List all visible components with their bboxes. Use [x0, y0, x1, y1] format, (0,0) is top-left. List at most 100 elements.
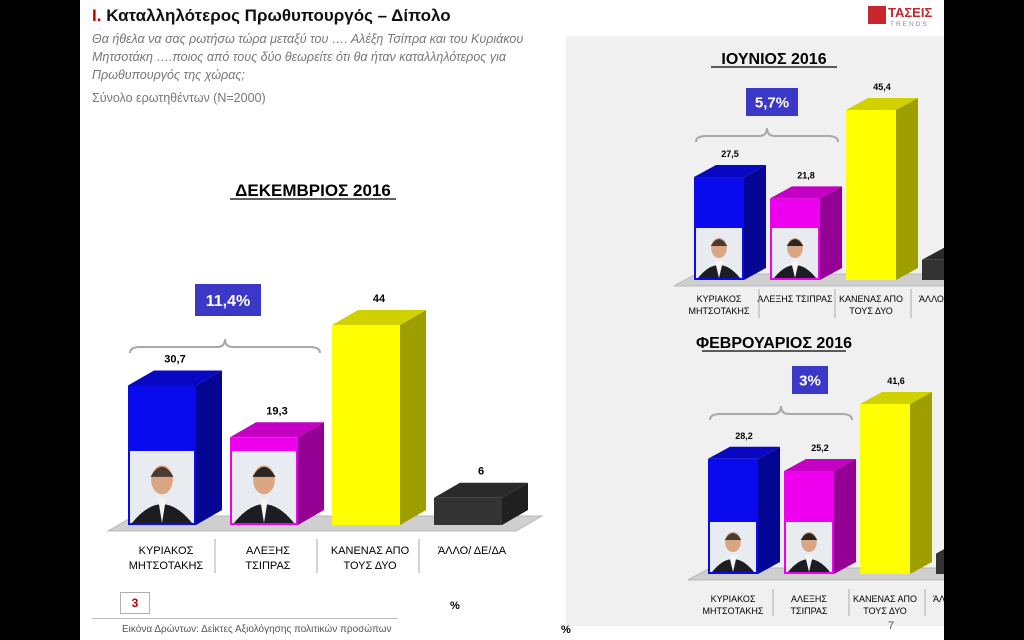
category-line: ΑΛΕΞΗΣ: [791, 594, 827, 604]
data-label: 28,2: [735, 431, 753, 441]
category-label: ΚΥΡΙΑΚΟΣ ΜΗΤΣΟΤΑΚΗΣ: [689, 294, 750, 316]
bar-side: [744, 165, 766, 280]
data-label: 6: [478, 466, 484, 478]
survey-question: Θα ήθελα να σας ρωτήσω τώρα μεταξύ του ……: [92, 32, 524, 82]
tasis-logo: ΤΑΣΕΙΣ TRENDS: [868, 4, 932, 32]
gap-label: 11,4%: [206, 293, 250, 310]
gap-label: 3%: [799, 372, 821, 389]
chart-february-2016: ΦΕΒΡΟΥΑΡΙΟΣ 2016 28,2 ΚΥΡΙΑΚΟΣ ΜΗΤΣΟΤΑΚΗΣ 25…: [687, 335, 944, 616]
percent-sign-left: %: [450, 600, 460, 612]
category-line: ΜΗΤΣΟΤΑΚΗΣ: [703, 606, 764, 616]
mitsotakis-photo-icon: [696, 228, 742, 278]
chart-title: ΦΕΒΡΟΥΑΡΙΟΣ 2016: [696, 335, 852, 352]
chart-title: ΙΟΥΝΙΟΣ 2016: [721, 51, 826, 68]
bar-none: [860, 392, 932, 574]
gap-label: 5,7%: [755, 94, 789, 111]
gap-box: [195, 284, 261, 316]
mitsotakis-photo-icon: [130, 451, 194, 523]
data-label: 44: [373, 293, 386, 305]
percent-sign-bottom: %: [561, 624, 571, 636]
category-label: ΑΛΕΞΗΣ ΤΣΙΠΡΑΣ: [245, 545, 290, 572]
category-line: ΆΛΛΟ/ ΔΕ/ΔΑ: [919, 294, 944, 304]
category-line: ΚΥΡΙΑΚΟΣ: [697, 294, 742, 304]
data-label: 19,3: [266, 405, 287, 417]
sample-base: Σύνολο ερωτηθέντων (N=2000): [92, 91, 266, 105]
slide: I. Καταλληλότερος Πρωθυπουργός – Δίπολο …: [80, 0, 944, 640]
category-line: ΤΟΥΣ ΔΥΟ: [863, 606, 906, 616]
bar-top: [708, 446, 780, 459]
tsipras-photo-icon: [232, 451, 296, 523]
chart-june-2016: ΙΟΥΝΙΟΣ 2016 27,5 ΚΥΡΙΑΚΟΣ ΜΗΤΣΟΤΑΚΗΣ 21,8 ΑΛ…: [673, 51, 944, 318]
source-note: Εικόνα Δρώντων: Δείκτες Αξιολόγησης πολι…: [122, 624, 392, 635]
data-label: 27,5: [721, 149, 739, 159]
bar-front: [846, 110, 896, 280]
category-line: ΚΥΡΙΑΚΟΣ: [711, 594, 756, 604]
category-line: ΚΑΝΕΝΑΣ ΑΠΟ: [331, 545, 410, 557]
chart-floor: [106, 515, 544, 532]
bar-other: [434, 482, 528, 525]
bar-side: [298, 422, 324, 525]
bar-side: [896, 98, 918, 280]
category-line: ΆΛΛΟ/ ΔΕ/ΔΑ: [933, 594, 944, 604]
bar-none: [332, 310, 426, 525]
category-line: ΚΑΝΕΝΑΣ ΑΠΟ: [853, 594, 917, 604]
bar-front: [860, 404, 910, 574]
category-line: ΜΗΤΣΟΤΑΚΗΣ: [129, 560, 204, 572]
bar-side: [820, 186, 842, 280]
chart-december-2016: ΔΕΚΕΜΒΡΙΟΣ 2016 30,7 ΚΥΡΙΑΚΟΣ ΜΗΤΣΟΤΑΚΗΣ 19,…: [106, 181, 544, 573]
gap-box: [792, 366, 828, 394]
bar-side: [196, 370, 222, 525]
gap-brace: [709, 405, 853, 421]
bar-top: [784, 459, 856, 472]
category-label: ΚΑΝΕΝΑΣ ΑΠΟ ΤΟΥΣ ΔΥΟ: [331, 545, 410, 572]
bar-top: [128, 370, 222, 386]
category-label: ΆΛΛΟ/ ΔΕ/ΔΑ: [933, 594, 944, 604]
category-line: ΤΟΥΣ ΔΥΟ: [849, 306, 892, 316]
category-label: ΚΥΡΙΑΚΟΣ ΜΗΤΣΟΤΑΚΗΣ: [129, 545, 204, 572]
data-label: 45,4: [873, 82, 891, 92]
gap-brace: [129, 338, 321, 354]
bar-top: [694, 165, 766, 178]
bar-top: [860, 392, 932, 404]
category-line: ΆΛΛΟ/ ΔΕ/ΔΑ: [438, 545, 507, 557]
bar-front: [332, 325, 400, 525]
title-text: Καταλληλότερος Πρωθυπουργός – Δίπολο: [106, 6, 451, 25]
bar-front: [922, 259, 944, 280]
gap-brace: [695, 127, 839, 143]
category-line: ΚΑΝΕΝΑΣ ΑΠΟ: [839, 294, 903, 304]
category-label: ΚΑΝΕΝΑΣ ΑΠΟ ΤΟΥΣ ΔΥΟ: [839, 294, 903, 316]
category-line: ΤΣΙΠΡΑΣ: [791, 606, 828, 616]
category-line: ΚΥΡΙΑΚΟΣ: [139, 545, 194, 557]
bar-top: [770, 186, 842, 199]
category-line: ΤΟΥΣ ΔΥΟ: [343, 560, 397, 572]
category-label: ΆΛΛΟ/ ΔΕ/ΔΑ: [919, 294, 944, 304]
data-label: 41,6: [887, 376, 905, 386]
slide-number: 7: [888, 620, 895, 632]
page-number: 3: [120, 592, 150, 614]
data-label: 25,2: [811, 443, 829, 453]
logo-square-icon: [868, 6, 886, 24]
bar-top: [230, 422, 324, 438]
bar-side: [834, 459, 856, 574]
bar-other: [936, 549, 944, 574]
mitsotakis-photo-icon: [710, 522, 756, 572]
category-line: ΑΛΕΞΗΣ ΤΣΙΠΡΑΣ: [757, 294, 833, 304]
footer-divider: [92, 618, 398, 619]
gap-box: [746, 88, 798, 116]
category-label: ΚΥΡΙΑΚΟΣ ΜΗΤΣΟΤΑΚΗΣ: [703, 594, 764, 616]
bar-top: [936, 549, 944, 554]
bar-top: [332, 310, 426, 325]
category-line: ΜΗΤΣΟΤΑΚΗΣ: [689, 306, 750, 316]
slide-title: I. Καταλληλότερος Πρωθυπουργός – Δίπολο: [92, 6, 451, 26]
bar-front: [936, 553, 944, 574]
chart-title: ΔΕΚΕΜΒΡΙΟΣ 2016: [235, 181, 391, 200]
data-label: 30,7: [164, 353, 185, 365]
bar-other: [922, 247, 944, 280]
tsipras-photo-icon: [786, 522, 832, 572]
category-line: ΑΛΕΞΗΣ: [246, 545, 290, 557]
bar-top: [434, 482, 528, 498]
bar-side: [400, 310, 426, 525]
logo-name: ΤΑΣΕΙΣ: [888, 5, 933, 20]
data-label: 21,8: [797, 170, 815, 180]
tsipras-photo-icon: [772, 228, 818, 278]
